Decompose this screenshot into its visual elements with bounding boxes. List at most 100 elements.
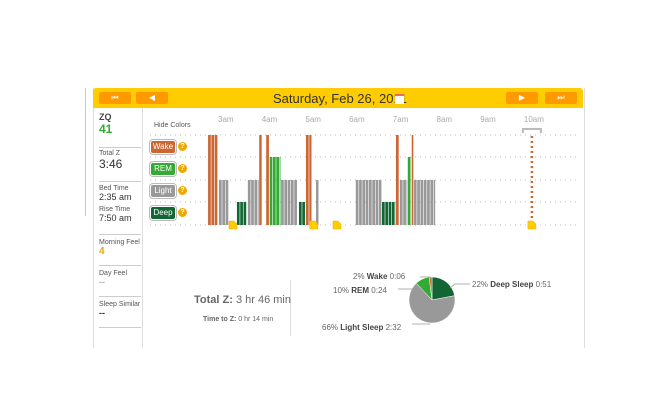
help-icon[interactable]: ? (178, 164, 187, 173)
next-night-button[interactable]: ▶ (506, 92, 538, 104)
date-title: Saturday, Feb 26, 2011 (273, 91, 407, 106)
pie-label-light: 66% Light Sleep 2:32 (322, 323, 402, 332)
sleep-bar-deep (388, 202, 392, 225)
bed-rise-stat: Bed Time 2:35 am Rise Time 7:50 am (99, 182, 141, 235)
pie-leader-line (420, 276, 431, 280)
day-feel-stat: Day Feel -- (99, 266, 141, 297)
sleep-bar-wake (411, 135, 414, 225)
hour-label: 4am (261, 115, 278, 124)
sleep-bar-light (251, 180, 254, 225)
sleep-bar-wake (309, 135, 312, 225)
sleep-bar-light (281, 180, 284, 225)
sleep-bar-light (430, 180, 434, 225)
sleep-bar-wake (259, 135, 262, 225)
last-night-button[interactable]: ⏭ (545, 92, 577, 104)
event-marker-icon[interactable] (228, 220, 238, 230)
hour-label: 5am (305, 115, 321, 124)
legend-wake[interactable]: Wake (150, 140, 176, 154)
pie-label-deep: 22% Deep Sleep 0:51 (472, 280, 552, 289)
sleep-bar-light (365, 180, 369, 225)
total-z-stat: Total Z 3:46 (99, 148, 141, 182)
calendar-icon[interactable] (395, 94, 404, 104)
sleep-bar-wake (214, 135, 218, 225)
event-marker-icon[interactable] (332, 220, 342, 230)
sleep-bar-light (423, 180, 427, 225)
sleep-bar-light (257, 180, 259, 225)
sleep-graph (150, 128, 578, 230)
sleep-bar-rem (269, 157, 273, 225)
sleep-bar-light (378, 180, 382, 225)
first-night-button[interactable]: ⏮ (99, 92, 131, 104)
sleep-panel (93, 88, 585, 348)
sleep-bar-light (420, 180, 424, 225)
total-z-summary: Total Z: 3 hr 46 min (194, 294, 291, 306)
sleep-bar-deep (302, 202, 305, 225)
hour-label: 7am (392, 115, 409, 124)
zq-stat: ZQ 41 (99, 112, 141, 148)
sleep-bar-wake (395, 135, 399, 225)
pie-leader-line (398, 288, 423, 291)
sleep-bar-deep (236, 202, 240, 225)
sleep-bar-light (225, 180, 229, 225)
hour-label: 10am (523, 115, 544, 124)
pie-leader-line (449, 283, 470, 289)
sleep-bar-light (290, 180, 294, 225)
sleep-bar-wake (305, 135, 309, 225)
help-icon[interactable]: ? (178, 186, 187, 195)
sleep-bar-light (294, 180, 297, 225)
help-icon[interactable]: ? (178, 142, 187, 151)
help-icon[interactable]: ? (178, 208, 187, 217)
sleep-bar-light (222, 180, 226, 225)
sleep-bar-light (406, 180, 408, 225)
event-marker-icon[interactable] (527, 220, 537, 230)
event-marker-icon[interactable] (309, 220, 319, 230)
sleep-bar-light (247, 180, 251, 225)
pie-label-wake: 2% Wake 0:06 (353, 272, 406, 281)
sleep-bar-wake (211, 135, 215, 225)
sleep-bar-light (219, 180, 222, 225)
time-to-z-summary: Time to Z: 0 hr 14 min (203, 316, 274, 323)
sleep-bar-wake (208, 135, 211, 225)
sleep-bar-light (254, 180, 258, 225)
morning-feel-stat: Morning Feel 4 (99, 235, 141, 266)
date-navigation-bar: ⏮ ◀ Saturday, Feb 26, 2011 ▶ ⏭ (93, 88, 583, 108)
sleep-bar-light (413, 180, 417, 225)
sleep-bar-light (372, 180, 375, 225)
sleep-bar-light (316, 180, 319, 225)
legend-rem[interactable]: REM (150, 162, 176, 176)
pie-label-rem: 10% REM 0:24 (333, 286, 387, 295)
sleep-bar-light (368, 180, 372, 225)
legend-light[interactable]: Light (150, 184, 176, 198)
hour-label: 3am (218, 115, 234, 124)
hide-colors-link[interactable]: Hide Colors (154, 122, 191, 129)
sleep-bar-deep (391, 202, 395, 225)
sleep-bar-light (355, 180, 359, 225)
sleep-bar-light (375, 180, 379, 225)
sleep-bar-deep (382, 202, 385, 225)
sleep-bar-rem (407, 157, 411, 225)
summary-divider (290, 280, 291, 336)
sleep-bar-rem (273, 157, 276, 225)
sleep-bar-rem (276, 157, 279, 225)
sleep-bar-light (362, 180, 366, 225)
previous-night-button[interactable]: ◀ (136, 92, 168, 104)
page-divider (85, 88, 86, 216)
sleep-bar-light (403, 180, 406, 225)
legend-deep[interactable]: Deep (150, 206, 176, 220)
sleep-bar-deep (243, 202, 247, 225)
sleep-bar-deep (385, 202, 389, 225)
sleep-bar-wake (266, 135, 269, 225)
sleep-bar-deep (298, 202, 302, 225)
hour-label: 6am (349, 115, 365, 124)
stage-pie-chart (398, 276, 470, 325)
sleep-bar-rem (279, 157, 281, 225)
sleep-bar-light (287, 180, 291, 225)
sleep-bar-light (399, 180, 403, 225)
sleep-bar-deep (240, 202, 243, 225)
sleep-bar-light (359, 180, 362, 225)
hour-label: 8am (436, 115, 453, 124)
sleep-bar-light (427, 180, 430, 225)
hour-label: 9am (480, 115, 496, 124)
sleep-bar-light (284, 180, 288, 225)
sleep-bar-light (433, 180, 436, 225)
